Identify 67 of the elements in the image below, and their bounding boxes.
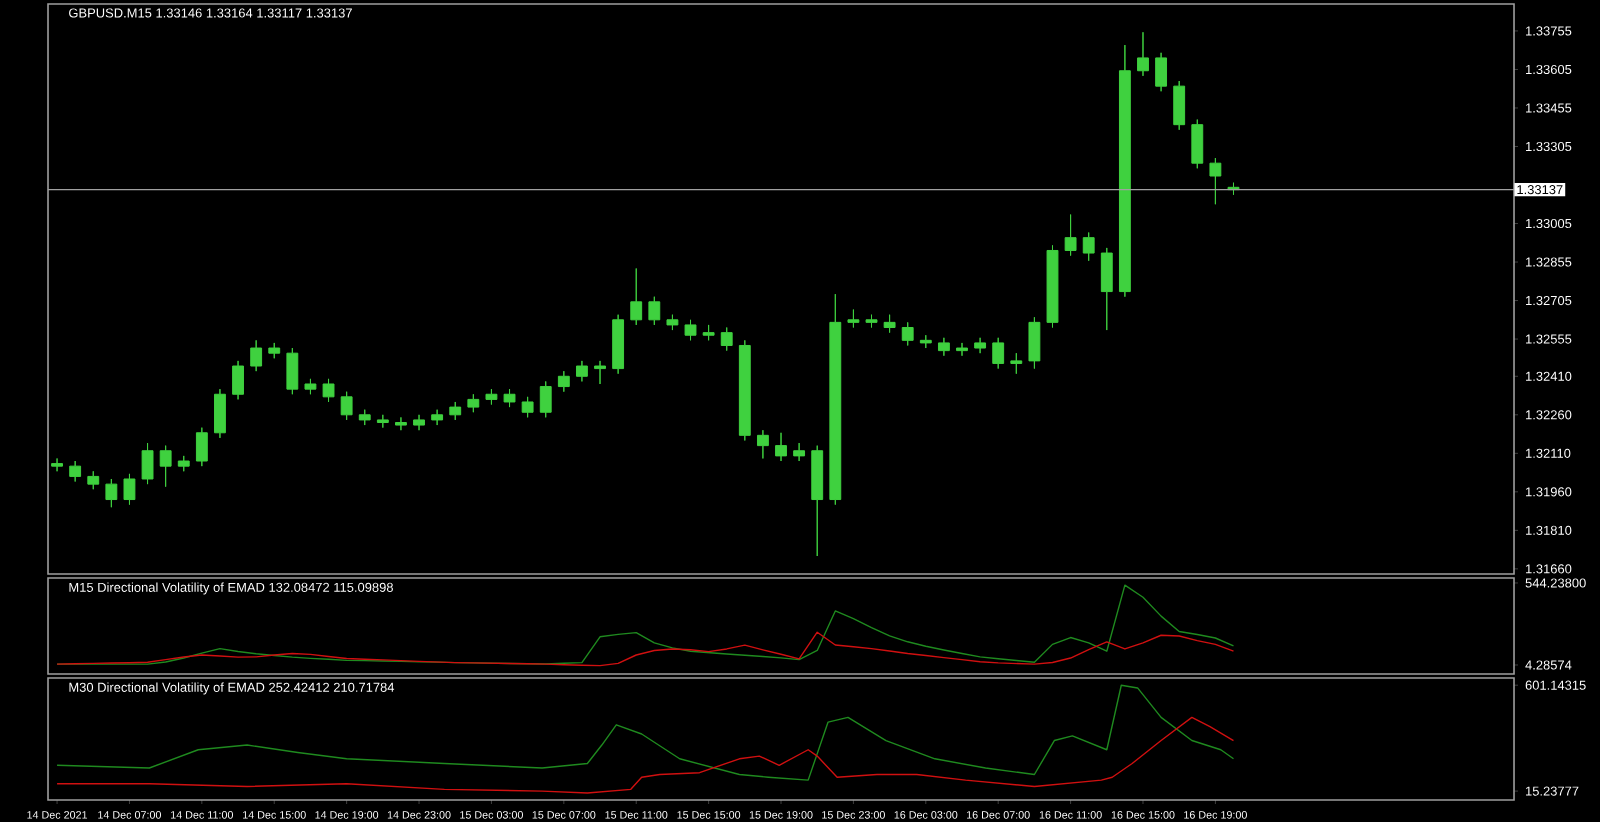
candlestick xyxy=(775,432,787,462)
candlestick xyxy=(756,429,769,459)
candlestick xyxy=(358,409,371,426)
candlestick xyxy=(1082,232,1095,262)
candlestick xyxy=(395,416,407,431)
candlestick xyxy=(232,360,244,400)
candlestick xyxy=(105,478,118,508)
candlestick xyxy=(340,391,353,421)
candlestick xyxy=(1155,52,1168,92)
candlestick xyxy=(195,427,208,467)
candlestick xyxy=(413,414,425,431)
candlestick xyxy=(159,445,172,488)
candlestick xyxy=(521,396,534,418)
candlestick xyxy=(937,337,950,357)
candlestick xyxy=(883,314,896,334)
candlestick xyxy=(268,342,281,359)
candlestick xyxy=(974,337,987,354)
candlestick xyxy=(992,337,1005,370)
line-series xyxy=(56,684,1235,781)
candlestick xyxy=(829,293,842,506)
candlestick xyxy=(1209,157,1222,205)
candlestick xyxy=(214,388,226,439)
candlestick xyxy=(738,339,751,441)
candlestick xyxy=(1064,214,1077,257)
candlestick xyxy=(865,314,878,329)
candlestick xyxy=(919,334,932,349)
candlestick xyxy=(1100,247,1113,331)
candlestick xyxy=(702,324,715,341)
candlestick xyxy=(431,409,444,426)
candlestick xyxy=(177,455,190,472)
candlestick xyxy=(376,414,389,429)
candlestick xyxy=(539,380,552,418)
candlestick xyxy=(557,370,570,393)
candlestick xyxy=(322,378,335,403)
candlestick xyxy=(69,460,82,483)
candlestick xyxy=(286,347,299,395)
candlestick xyxy=(51,457,63,472)
candlestick xyxy=(467,393,480,413)
candlestick xyxy=(250,339,263,372)
candlestick xyxy=(141,442,154,485)
candlestick xyxy=(485,388,498,406)
candlestick xyxy=(449,401,462,421)
candlestick xyxy=(684,319,697,341)
candlestick xyxy=(503,388,516,408)
candlestick xyxy=(1010,352,1023,375)
candlestick xyxy=(304,378,317,395)
candlestick xyxy=(575,360,588,382)
candlestick xyxy=(630,267,643,326)
candlestick xyxy=(1173,80,1186,131)
candlestick xyxy=(1137,31,1149,77)
candlestick xyxy=(1028,316,1041,370)
candlestick xyxy=(666,314,679,331)
candlestick xyxy=(87,470,100,490)
candlestick xyxy=(648,296,661,326)
candlestick xyxy=(123,473,136,506)
candlestick xyxy=(847,309,860,329)
candlestick xyxy=(901,321,914,346)
candlestick xyxy=(594,360,606,385)
candlestick xyxy=(1118,44,1131,298)
candlestick xyxy=(720,327,733,352)
candlestick xyxy=(956,342,968,357)
candlestick xyxy=(1191,119,1204,169)
candlestick xyxy=(811,445,824,557)
candlestick xyxy=(612,314,625,375)
line-series xyxy=(56,716,1235,794)
candlestick xyxy=(793,442,806,462)
candlestick xyxy=(1046,244,1059,329)
